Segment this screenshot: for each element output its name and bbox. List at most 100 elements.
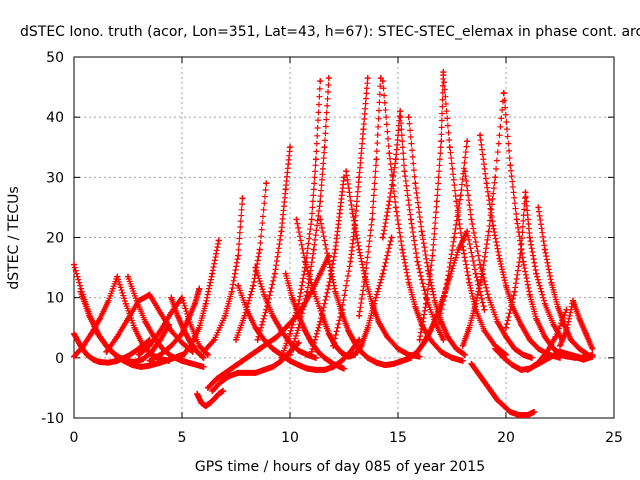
- data-point: [250, 282, 257, 289]
- data-point: [135, 297, 142, 304]
- series-24: [343, 168, 423, 360]
- series-19: [278, 78, 324, 361]
- series-markers: [330, 75, 371, 349]
- data-point: [86, 312, 93, 319]
- data-point: [513, 216, 520, 223]
- data-point: [209, 387, 216, 394]
- data-point: [362, 270, 369, 277]
- data-point: [330, 342, 337, 349]
- data-point: [392, 156, 399, 163]
- series-layer: [71, 69, 596, 418]
- data-point: [427, 336, 434, 343]
- data-point: [576, 345, 583, 352]
- series-13: [200, 195, 246, 355]
- data-point: [474, 369, 481, 376]
- data-point: [129, 362, 136, 369]
- data-point: [336, 210, 343, 217]
- data-point: [140, 342, 147, 349]
- data-point: [429, 252, 436, 259]
- data-point: [282, 186, 289, 193]
- data-point: [325, 258, 332, 265]
- data-point: [295, 324, 302, 331]
- y-tick-label: 20: [46, 231, 64, 247]
- data-point: [114, 273, 121, 280]
- data-point: [140, 356, 147, 363]
- data-point: [168, 353, 175, 360]
- data-point: [146, 357, 153, 364]
- data-point: [191, 300, 198, 307]
- data-point: [468, 216, 475, 223]
- data-point: [438, 348, 445, 355]
- data-point: [220, 387, 227, 394]
- data-point: [520, 351, 527, 358]
- data-point: [518, 366, 525, 373]
- data-point: [414, 258, 421, 265]
- data-point: [535, 345, 542, 352]
- series-17: [254, 144, 293, 343]
- series-12: [179, 237, 222, 360]
- data-point: [295, 347, 302, 354]
- data-point: [446, 144, 453, 151]
- data-point: [522, 189, 529, 196]
- data-point: [377, 75, 384, 82]
- x-tick-label: 15: [389, 430, 407, 446]
- data-point: [239, 357, 246, 364]
- data-point: [261, 291, 268, 298]
- data-point: [388, 234, 395, 241]
- data-point: [444, 333, 451, 340]
- data-point: [196, 324, 203, 331]
- data-point: [239, 195, 246, 202]
- data-point: [135, 345, 142, 352]
- data-point: [274, 333, 281, 340]
- data-point: [222, 312, 229, 319]
- data-point: [315, 348, 322, 355]
- data-point: [217, 378, 224, 385]
- data-point: [157, 327, 164, 334]
- data-point: [582, 330, 589, 337]
- data-point: [330, 360, 337, 367]
- data-point: [567, 336, 574, 343]
- data-point: [211, 395, 218, 402]
- data-point: [496, 255, 503, 262]
- data-point: [472, 300, 479, 307]
- data-point: [468, 360, 475, 367]
- data-point: [490, 222, 497, 229]
- data-point: [453, 198, 460, 205]
- y-tick-label: -10: [41, 411, 64, 427]
- data-point: [520, 258, 527, 265]
- series-35: [468, 360, 538, 418]
- series-43: [557, 297, 596, 352]
- data-point: [105, 359, 112, 366]
- data-point: [405, 114, 412, 121]
- data-point: [317, 318, 324, 325]
- data-point: [282, 324, 289, 331]
- data-point: [589, 345, 596, 352]
- chart-title: dSTEC Iono. truth (acor, Lon=351, Lat=43…: [20, 24, 640, 40]
- data-point: [500, 354, 507, 361]
- y-axis-label: dSTEC / TECUs: [6, 186, 22, 289]
- data-point: [157, 351, 164, 358]
- data-point: [142, 318, 149, 325]
- data-point: [589, 353, 596, 360]
- data-point: [500, 402, 507, 409]
- data-point: [317, 78, 324, 85]
- data-point: [548, 279, 555, 286]
- data-point: [412, 180, 419, 187]
- data-point: [503, 333, 509, 340]
- series-38: [500, 90, 579, 361]
- data-point: [200, 354, 207, 361]
- data-point: [433, 312, 440, 319]
- series-14: [233, 180, 270, 343]
- data-point: [243, 306, 250, 313]
- data-point: [146, 342, 153, 349]
- data-point: [325, 330, 332, 337]
- data-point: [185, 315, 192, 322]
- data-point: [466, 324, 473, 331]
- data-point: [423, 300, 430, 307]
- data-point: [278, 228, 285, 235]
- data-point: [472, 270, 479, 277]
- data-point: [511, 345, 518, 352]
- data-point: [414, 348, 421, 355]
- data-point: [261, 366, 268, 373]
